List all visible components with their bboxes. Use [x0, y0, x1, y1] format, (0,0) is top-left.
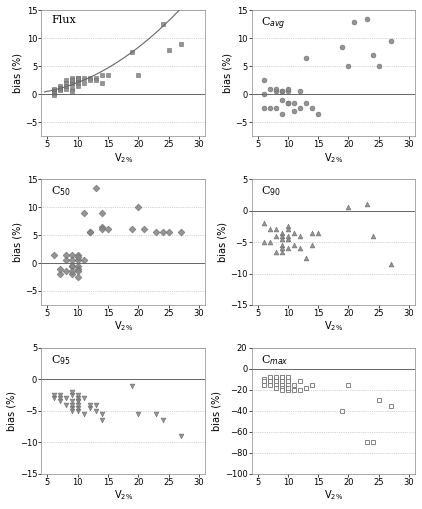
Text: C$_{max}$: C$_{max}$ [261, 353, 289, 367]
Y-axis label: bias (%): bias (%) [212, 391, 222, 431]
Text: C$_{50}$: C$_{50}$ [51, 184, 71, 198]
Text: Flux: Flux [51, 15, 76, 25]
X-axis label: V$_{2\%}$: V$_{2\%}$ [324, 320, 343, 333]
Text: C$_{90}$: C$_{90}$ [261, 184, 281, 198]
X-axis label: V$_{2\%}$: V$_{2\%}$ [114, 488, 133, 502]
Y-axis label: bias (%): bias (%) [12, 222, 22, 262]
Y-axis label: bias (%): bias (%) [217, 222, 227, 262]
Y-axis label: bias (%): bias (%) [12, 53, 22, 93]
Text: C$_{avg}$: C$_{avg}$ [261, 15, 286, 32]
Y-axis label: bias (%): bias (%) [222, 53, 233, 93]
X-axis label: V$_{2\%}$: V$_{2\%}$ [114, 151, 133, 164]
X-axis label: V$_{2\%}$: V$_{2\%}$ [114, 320, 133, 333]
Text: C$_{95}$: C$_{95}$ [51, 353, 71, 367]
X-axis label: V$_{2\%}$: V$_{2\%}$ [324, 151, 343, 164]
X-axis label: V$_{2\%}$: V$_{2\%}$ [324, 488, 343, 502]
Y-axis label: bias (%): bias (%) [7, 391, 17, 431]
